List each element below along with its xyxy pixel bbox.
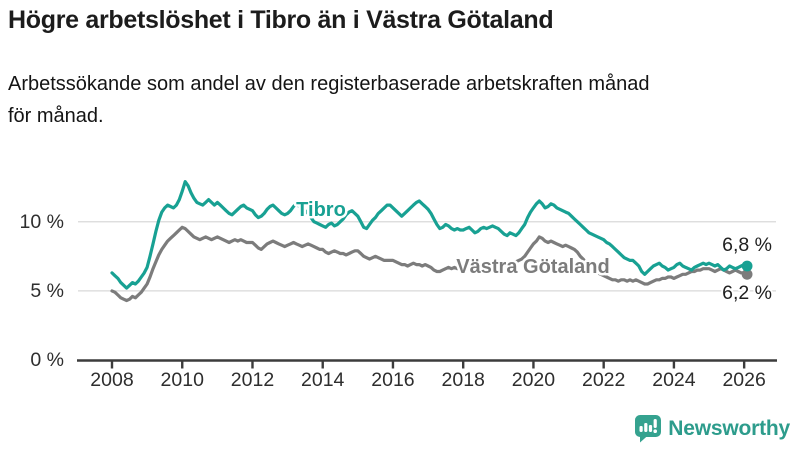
newsworthy-logo-text: Newsworthy [668, 417, 790, 440]
x-tick-label-2010: 2010 [161, 369, 205, 391]
subtitle-line-1: Arbetssökande som andel av den registerb… [8, 73, 650, 95]
x-tick-label-2022: 2022 [582, 369, 625, 391]
vastra-gotaland-end-dot [741, 268, 753, 280]
x-tick-label-2014: 2014 [301, 369, 345, 391]
vastra-gotaland-line [110, 225, 749, 303]
x-axis-tick-labels: 2008 2010 2012 2014 2016 2018 2020 2022 2024 2026 [90, 369, 766, 391]
chart-subtitle: Arbetssökande som andel av den registerb… [8, 68, 792, 132]
x-tick-label-2026: 2026 [722, 369, 765, 391]
y-tick-label-0: 0 % [30, 349, 64, 371]
vastra-gotaland-series-label: Västra Götaland [456, 256, 609, 278]
x-tick-label-2018: 2018 [442, 369, 485, 391]
tibro-line [110, 180, 749, 290]
x-tick-label-2012: 2012 [231, 369, 274, 391]
y-tick-label-5: 5 % [30, 280, 64, 302]
newsworthy-bubble-chart-icon [635, 415, 662, 443]
tibro-end-value-label: 6,8 % [722, 234, 772, 256]
x-tick-label-2024: 2024 [652, 369, 696, 391]
y-tick-label-10: 10 % [20, 211, 64, 233]
tibro-end-dot [741, 260, 753, 272]
vastra-gotaland-end-value-label: 6,2 % [722, 282, 772, 304]
gridlines [78, 221, 776, 292]
newsworthy-logo[interactable]: Newsworthy [635, 414, 790, 444]
tibro-series-label: Tibro [296, 199, 346, 221]
x-tick-label-2008: 2008 [90, 369, 133, 391]
x-tick-label-2016: 2016 [371, 369, 414, 391]
x-tick-label-2020: 2020 [512, 369, 556, 391]
subtitle-line-2: för månad. [8, 105, 104, 127]
x-axis-ticks [110, 361, 746, 369]
page-title: Högre arbetslöshet i Tibro än i Västra G… [8, 6, 554, 34]
